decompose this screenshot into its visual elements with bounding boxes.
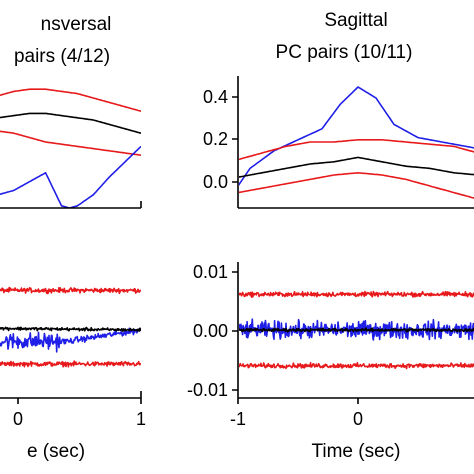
- series-line: [0, 112, 141, 134]
- x-tick-label: 1: [136, 409, 146, 429]
- y-tick-label: 0.4: [203, 87, 228, 107]
- y-tick-label: 0.01: [193, 262, 228, 282]
- series-line: [239, 290, 474, 298]
- y-tick-label: 0.0: [203, 172, 228, 192]
- x-axis: [0, 201, 142, 209]
- y-axis: [232, 262, 239, 398]
- plot-area: [0, 88, 141, 208]
- title-line-2: pairs (4/12): [14, 46, 110, 67]
- x-axis-label: e (sec): [27, 441, 85, 462]
- series-line: [239, 362, 474, 370]
- series-line: [239, 327, 474, 333]
- panel-left-top: nsversal pairs (4/12): [0, 14, 142, 209]
- plot-area: [0, 286, 141, 368]
- series-line: [0, 88, 141, 112]
- series-line: [0, 130, 141, 156]
- x-tick-label: -1: [230, 409, 246, 429]
- series-line: [0, 286, 141, 295]
- series-line: [239, 156, 474, 178]
- series-line: [239, 172, 474, 199]
- series-line: [0, 327, 141, 353]
- panel-right-top: Sagittal PC pairs (10/11) 0.4 0.2 0.0: [203, 10, 474, 209]
- plot-area: [239, 86, 474, 199]
- plot-area: [239, 290, 474, 370]
- series-line: [239, 139, 474, 161]
- x-tick-label: 0: [13, 409, 23, 429]
- y-axis: [232, 76, 239, 208]
- panel-right-bottom: 0.01 0.00 -0.01 -1 0 Time (sec): [187, 262, 474, 462]
- series-line: [0, 360, 141, 368]
- title-line-2: PC pairs (10/11): [276, 42, 413, 63]
- x-axis-label: Time (sec): [311, 441, 400, 462]
- series-line: [0, 326, 141, 332]
- x-tick-label: 0: [353, 409, 363, 429]
- panel-left-bottom: 0 1 e (sec): [0, 286, 146, 462]
- y-tick-label: 0.2: [203, 129, 228, 149]
- series-line: [0, 145, 141, 208]
- title-line-1: nsversal: [41, 14, 112, 35]
- x-axis: [0, 391, 142, 404]
- x-axis: [237, 397, 474, 404]
- y-tick-label: -0.01: [187, 380, 228, 400]
- title-line-1: Sagittal: [324, 10, 387, 31]
- y-tick-label: 0.00: [193, 321, 228, 341]
